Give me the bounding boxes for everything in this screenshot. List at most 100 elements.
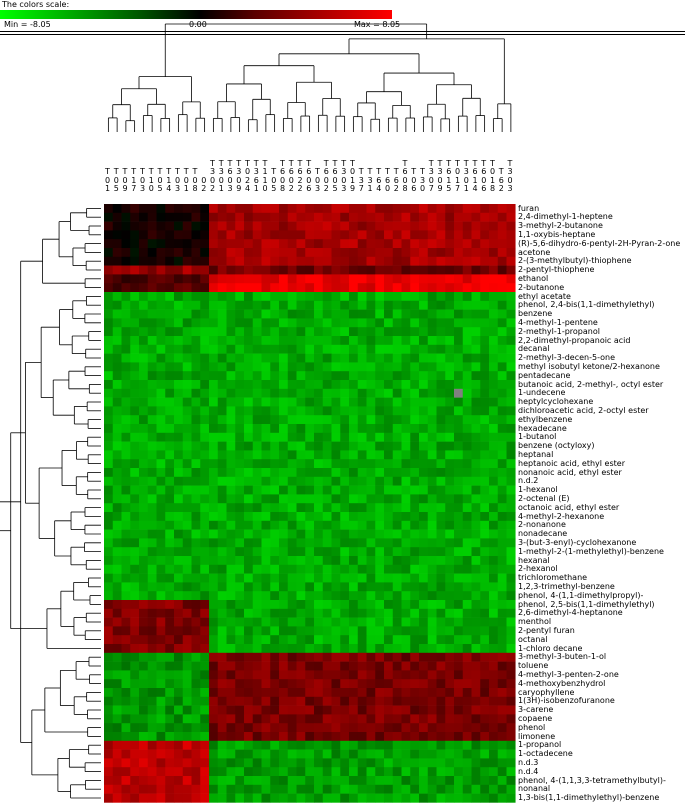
heatmap-cell (191, 318, 201, 328)
heatmap-cell (366, 503, 376, 513)
heatmap-cell (506, 300, 516, 310)
heatmap-cell (366, 274, 376, 284)
heatmap-cell (139, 204, 149, 214)
heatmap-cell (305, 371, 315, 381)
heatmap-cell (322, 485, 332, 495)
heatmap-cell (156, 274, 166, 284)
heatmap-cell (226, 529, 236, 539)
heatmap-cell (497, 670, 507, 680)
heatmap-cell (419, 459, 429, 469)
heatmap-cell (401, 679, 411, 689)
row-label: 4-methyl-2-hexanone (518, 511, 605, 521)
heatmap-cell (445, 520, 455, 530)
heatmap-cell (200, 661, 210, 671)
heatmap-cell (357, 723, 367, 733)
heatmap-cell (279, 652, 289, 662)
heatmap-cell (462, 538, 472, 548)
heatmap-cell (497, 283, 507, 293)
heatmap-cell (401, 696, 411, 706)
heatmap-cell (349, 582, 359, 592)
heatmap-cell (235, 512, 245, 522)
heatmap-cell (471, 696, 481, 706)
heatmap-cell (462, 406, 472, 416)
heatmap-cell (445, 309, 455, 319)
heatmap-cell (104, 784, 114, 794)
heatmap-cell (410, 468, 420, 478)
heatmap-cell (226, 776, 236, 786)
heatmap-cell (322, 784, 332, 794)
heatmap-cell (436, 256, 446, 266)
heatmap-cell (480, 230, 490, 240)
heatmap-cell (392, 230, 402, 240)
heatmap-cell (462, 740, 472, 750)
heatmap-cell (436, 327, 446, 337)
heatmap-cell (489, 476, 499, 486)
heatmap-cell (104, 424, 114, 434)
heatmap-cell (401, 556, 411, 566)
heatmap-cell (375, 644, 385, 654)
heatmap-cell (200, 230, 210, 240)
heatmap-cell (104, 591, 114, 601)
heatmap-cell (305, 344, 315, 354)
heatmap-cell (296, 371, 306, 381)
heatmap-cell (489, 204, 499, 214)
heatmap-cell (497, 415, 507, 425)
heatmap-cell (375, 406, 385, 416)
heatmap-cell (314, 248, 324, 258)
heatmap-cell (121, 679, 131, 689)
heatmap-cell (314, 696, 324, 706)
heatmap-cell (244, 564, 254, 574)
heatmap-cell (261, 221, 271, 231)
heatmap-cell (506, 353, 516, 363)
heatmap-cell (497, 740, 507, 750)
heatmap-cell (366, 538, 376, 548)
heatmap-cell (419, 468, 429, 478)
heatmap-cell (156, 705, 166, 715)
heatmap-cell (261, 212, 271, 222)
column-label-char: 0 (437, 175, 443, 185)
heatmap-cell (305, 239, 315, 249)
heatmap-cell (384, 600, 394, 610)
column-label-char: 7 (428, 184, 434, 194)
heatmap-cell (174, 380, 184, 390)
heatmap-cell (357, 450, 367, 460)
heatmap-cell (454, 256, 464, 266)
heatmap-cell (454, 529, 464, 539)
heatmap-cell (340, 274, 350, 284)
heatmap-cell (279, 292, 289, 302)
heatmap-cell (489, 256, 499, 266)
heatmap-cell (366, 661, 376, 671)
heatmap-cell (427, 732, 437, 742)
heatmap-cell (314, 380, 324, 390)
heatmap-cell (287, 793, 297, 803)
heatmap-cell (314, 600, 324, 610)
heatmap-cell (340, 591, 350, 601)
heatmap-cell (209, 441, 219, 451)
heatmap-cell (156, 758, 166, 768)
heatmap-cell (314, 450, 324, 460)
heatmap-cell (147, 705, 157, 715)
heatmap-cell (436, 776, 446, 786)
heatmap-cell (436, 749, 446, 759)
heatmap-cell (314, 556, 324, 566)
heatmap-cell (209, 283, 219, 293)
heatmap-cell (235, 415, 245, 425)
heatmap-cell (235, 652, 245, 662)
heatmap-cell (471, 564, 481, 574)
heatmap-cell (436, 608, 446, 618)
heatmap-cell (191, 300, 201, 310)
heatmap-cell (279, 397, 289, 407)
heatmap-cell (331, 397, 341, 407)
heatmap-cell (489, 732, 499, 742)
heatmap-cell (191, 626, 201, 636)
heatmap-cell (436, 424, 446, 434)
heatmap-cell (506, 256, 516, 266)
heatmap-cell (401, 617, 411, 627)
heatmap-cell (314, 784, 324, 794)
heatmap-cell (340, 327, 350, 337)
heatmap-cell (506, 723, 516, 733)
heatmap-cell (121, 661, 131, 671)
heatmap-cell (410, 758, 420, 768)
heatmap-cell (147, 300, 157, 310)
heatmap-cell (366, 564, 376, 574)
